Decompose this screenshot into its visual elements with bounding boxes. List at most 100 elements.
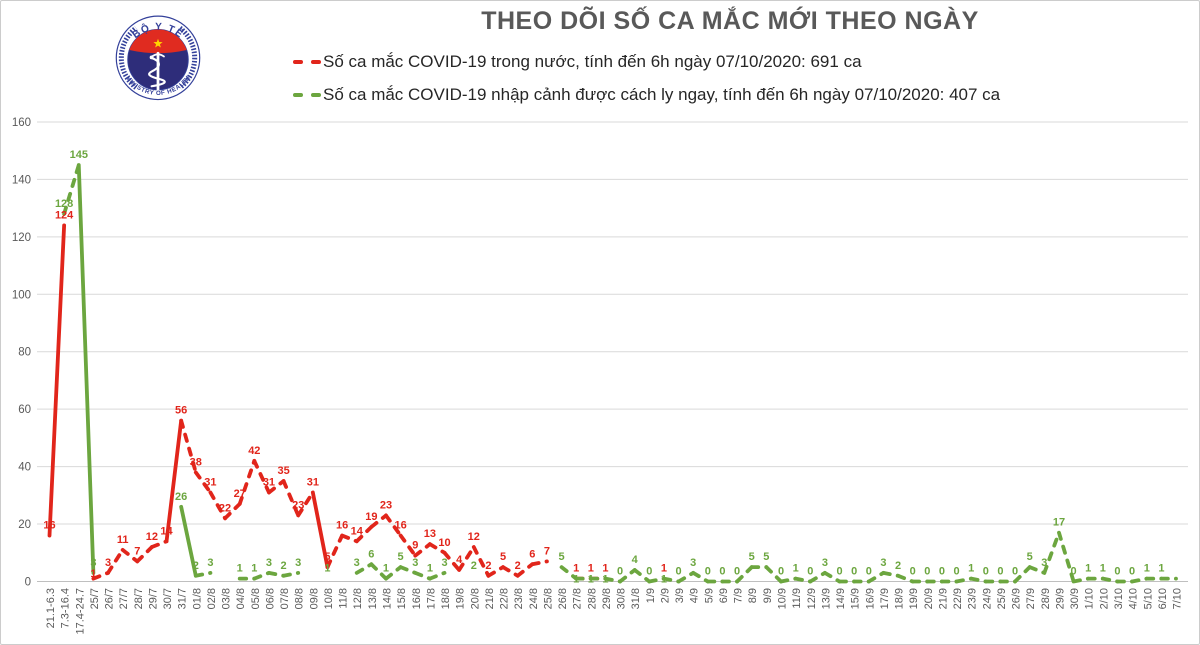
svg-text:6/9: 6/9	[718, 588, 730, 603]
legend-item-imported: Số ca mắc COVID-19 nhập cảnh được cách l…	[293, 83, 1000, 107]
svg-text:0: 0	[617, 566, 623, 578]
legend-item-domestic: Số ca mắc COVID-19 trong nước, tính đến …	[293, 50, 1000, 74]
svg-text:25/8: 25/8	[542, 588, 554, 609]
svg-text:1: 1	[324, 563, 330, 575]
svg-text:14/9: 14/9	[835, 588, 847, 609]
svg-text:03/8: 03/8	[221, 588, 233, 609]
svg-text:1: 1	[573, 563, 579, 575]
svg-text:5/10: 5/10	[1142, 588, 1154, 609]
svg-text:29/8: 29/8	[601, 588, 613, 609]
svg-text:20/9: 20/9	[923, 588, 935, 609]
svg-text:06/8: 06/8	[264, 588, 276, 609]
svg-text:4/9: 4/9	[689, 588, 701, 603]
svg-text:31: 31	[204, 476, 216, 488]
svg-text:8/9: 8/9	[747, 588, 759, 603]
svg-text:28/7: 28/7	[133, 588, 145, 609]
svg-text:2: 2	[471, 560, 477, 572]
svg-text:0: 0	[953, 566, 959, 578]
red-dash-icon	[293, 60, 303, 64]
svg-text:6/10: 6/10	[1157, 588, 1169, 609]
svg-text:9: 9	[412, 540, 418, 552]
svg-text:3: 3	[90, 557, 96, 569]
svg-text:17/8: 17/8	[425, 588, 437, 609]
svg-text:1: 1	[427, 563, 433, 575]
svg-text:1: 1	[1100, 563, 1106, 575]
svg-text:2/9: 2/9	[659, 588, 671, 603]
svg-text:20/8: 20/8	[469, 588, 481, 609]
svg-text:7: 7	[134, 545, 140, 557]
svg-text:1: 1	[588, 574, 594, 586]
svg-text:6: 6	[529, 548, 535, 560]
svg-text:1: 1	[793, 563, 799, 575]
svg-text:1: 1	[661, 563, 667, 575]
svg-text:17/9: 17/9	[879, 588, 891, 609]
svg-text:5: 5	[558, 551, 564, 563]
svg-text:10/8: 10/8	[323, 588, 335, 609]
svg-text:22/8: 22/8	[499, 588, 511, 609]
svg-text:5/9: 5/9	[703, 588, 715, 603]
svg-text:16: 16	[43, 520, 55, 532]
svg-text:5: 5	[749, 551, 755, 563]
svg-text:27/8: 27/8	[572, 588, 584, 609]
svg-text:0: 0	[1114, 566, 1120, 578]
svg-text:2: 2	[193, 560, 199, 572]
svg-text:3: 3	[880, 557, 886, 569]
svg-text:1: 1	[1158, 563, 1164, 575]
logo-hatch-ring-right	[178, 26, 198, 90]
svg-text:1: 1	[251, 563, 257, 575]
chart-legend: Số ca mắc COVID-19 trong nước, tính đến …	[293, 50, 1000, 116]
svg-text:31: 31	[307, 476, 319, 488]
svg-text:1: 1	[90, 568, 96, 580]
svg-text:26/8: 26/8	[557, 588, 569, 609]
svg-text:15/9: 15/9	[850, 588, 862, 609]
svg-text:3: 3	[105, 557, 111, 569]
svg-text:9/9: 9/9	[762, 588, 774, 603]
svg-text:2: 2	[895, 560, 901, 572]
svg-text:22/9: 22/9	[952, 588, 964, 609]
svg-text:0: 0	[924, 566, 930, 578]
svg-text:23: 23	[292, 499, 304, 511]
svg-text:0: 0	[1012, 566, 1018, 578]
svg-text:128: 128	[55, 198, 73, 210]
svg-text:7: 7	[544, 545, 550, 557]
svg-text:26/7: 26/7	[104, 588, 116, 609]
svg-text:27: 27	[234, 488, 246, 500]
svg-text:13/9: 13/9	[820, 588, 832, 609]
svg-text:23: 23	[380, 499, 392, 511]
logo-hatch-ring-left	[118, 26, 138, 90]
svg-text:3: 3	[1041, 557, 1047, 569]
svg-text:2: 2	[485, 560, 491, 572]
svg-text:0: 0	[866, 566, 872, 578]
svg-text:10: 10	[438, 537, 450, 549]
svg-text:0: 0	[676, 566, 682, 578]
svg-text:18/9: 18/9	[894, 588, 906, 609]
svg-text:10/9: 10/9	[777, 588, 789, 609]
svg-text:0: 0	[851, 566, 857, 578]
svg-text:1: 1	[383, 563, 389, 575]
svg-text:5: 5	[763, 551, 769, 563]
svg-text:3/9: 3/9	[674, 588, 686, 603]
svg-text:145: 145	[70, 149, 88, 161]
svg-text:12/8: 12/8	[352, 588, 364, 609]
legend-label-imported: Số ca mắc COVID-19 nhập cảnh được cách l…	[323, 85, 1001, 104]
svg-text:31: 31	[263, 476, 275, 488]
svg-text:5: 5	[500, 551, 506, 563]
svg-text:15/8: 15/8	[396, 588, 408, 609]
svg-text:27/9: 27/9	[1025, 588, 1037, 609]
svg-text:02/8: 02/8	[206, 588, 218, 609]
svg-text:3: 3	[441, 557, 447, 569]
svg-text:0: 0	[1071, 566, 1077, 578]
svg-text:18/8: 18/8	[440, 588, 452, 609]
svg-text:19: 19	[365, 511, 377, 523]
svg-text:100: 100	[12, 289, 31, 301]
green-dash-icon	[311, 93, 321, 97]
svg-text:25/7: 25/7	[89, 588, 101, 609]
svg-text:1: 1	[602, 574, 608, 586]
svg-text:120: 120	[12, 232, 31, 244]
svg-text:25/9: 25/9	[996, 588, 1008, 609]
legend-label-domestic: Số ca mắc COVID-19 trong nước, tính đến …	[323, 52, 862, 71]
svg-text:140: 140	[12, 174, 31, 186]
svg-text:1/9: 1/9	[645, 588, 657, 603]
svg-text:14: 14	[351, 525, 364, 537]
